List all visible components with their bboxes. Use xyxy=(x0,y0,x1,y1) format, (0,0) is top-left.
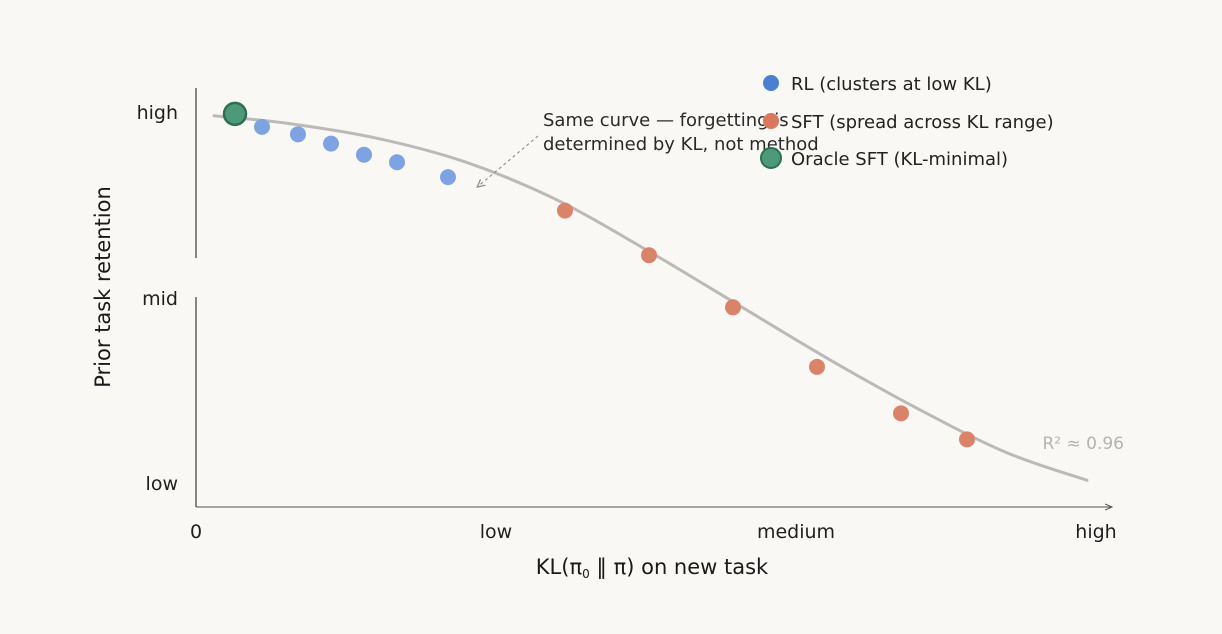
rl-point xyxy=(389,154,405,171)
legend: RL (clusters at low KL) SFT (spread acros… xyxy=(760,74,1054,170)
sft-point xyxy=(725,299,741,316)
x-tick-label: 0 xyxy=(190,521,202,543)
legend-label: Oracle SFT (KL-minimal) xyxy=(791,149,1008,170)
rl-point xyxy=(356,146,372,163)
annotation-line: Same curve — forgetting is xyxy=(543,110,789,131)
axes: low mid high 0 low medium high Prior task reten… xyxy=(91,88,1117,581)
legend-marker xyxy=(760,147,782,169)
x-axis-title: KL(π0 ‖ π) on new task xyxy=(536,555,769,581)
points-layer xyxy=(222,101,975,448)
fit-curve-layer: R² ≈ 0.96 xyxy=(212,114,1124,482)
rl-point xyxy=(254,118,270,135)
y-axis-title: Prior task retention xyxy=(91,186,115,388)
x-tick-label: high xyxy=(1075,521,1116,543)
rl-point xyxy=(323,135,339,152)
sft-point xyxy=(557,202,573,219)
legend-marker xyxy=(763,113,779,129)
sft-point xyxy=(641,247,657,264)
sft-point xyxy=(809,358,825,375)
legend-marker xyxy=(763,75,779,91)
y-tick-label: low xyxy=(146,473,178,495)
rl-point xyxy=(290,126,306,143)
oracle-sft-point xyxy=(222,101,248,127)
annotation-layer: Same curve — forgetting is determined by … xyxy=(478,110,819,186)
legend-label: SFT (spread across KL range) xyxy=(791,112,1054,133)
x-tick-label: medium xyxy=(757,521,835,543)
legend-label: RL (clusters at low KL) xyxy=(791,74,992,95)
fit-curve xyxy=(212,114,1089,482)
annotation-arrow xyxy=(478,135,539,186)
annotation-line: determined by KL, not method xyxy=(543,134,819,155)
sft-point xyxy=(959,431,975,448)
y-tick-label: mid xyxy=(142,288,178,310)
x-tick-label: low xyxy=(480,521,512,543)
y-tick-label: high xyxy=(137,102,178,124)
fit-r2-label: R² ≈ 0.96 xyxy=(1042,434,1124,454)
sft-point xyxy=(893,405,909,422)
rl-point xyxy=(440,169,456,186)
